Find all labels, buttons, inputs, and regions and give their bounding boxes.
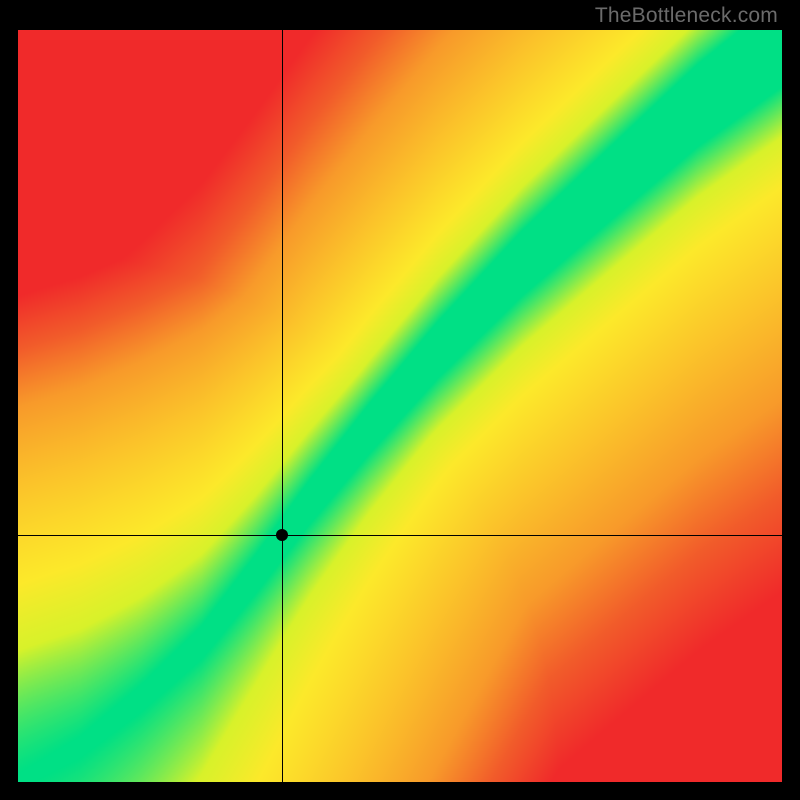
heatmap-plot <box>18 30 782 782</box>
crosshair-marker <box>276 529 288 541</box>
watermark-text: TheBottleneck.com <box>595 4 778 28</box>
crosshair-horizontal <box>18 535 782 536</box>
heatmap-canvas <box>18 30 782 782</box>
crosshair-vertical <box>282 30 283 782</box>
